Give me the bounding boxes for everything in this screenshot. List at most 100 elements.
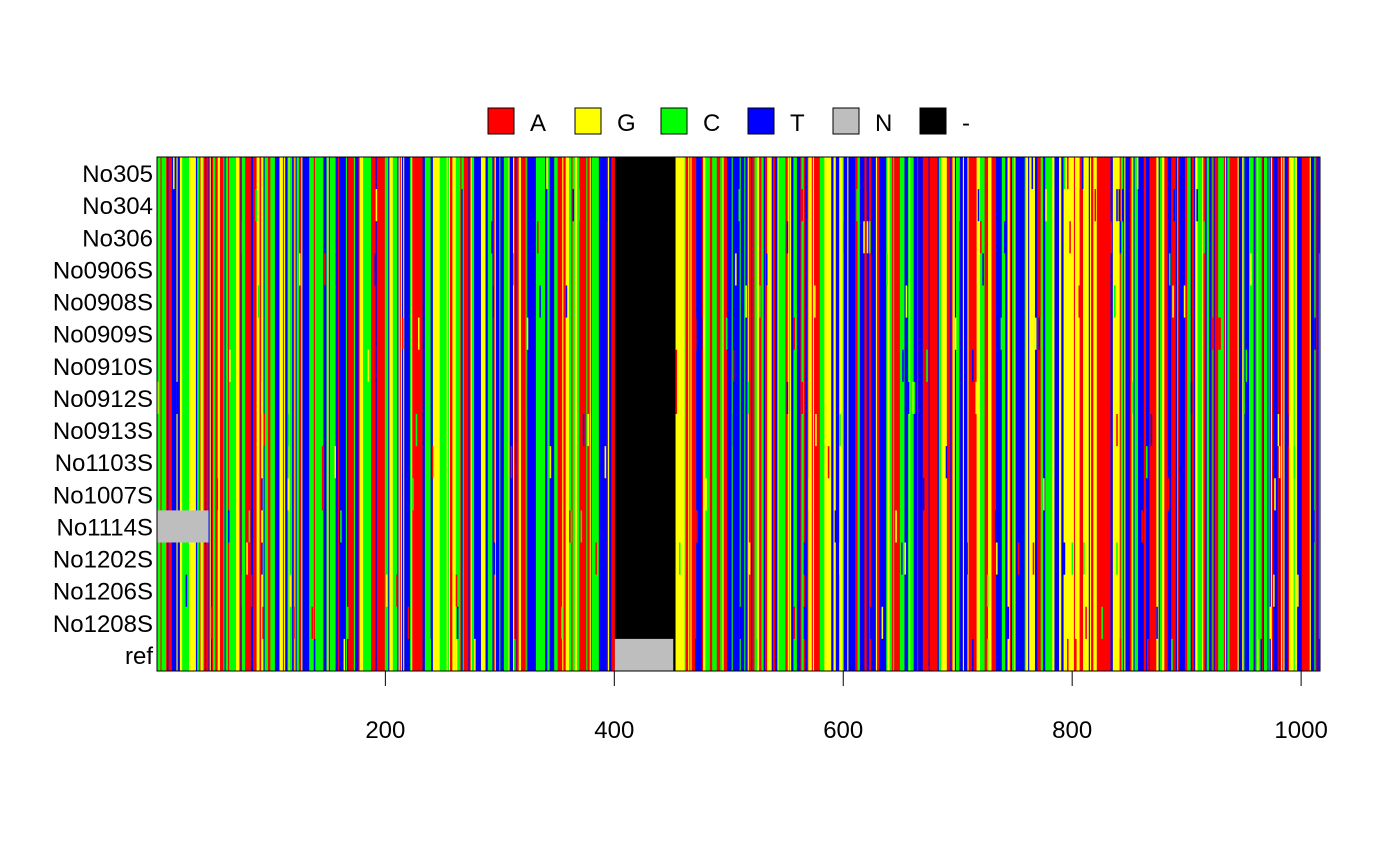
base-column xyxy=(859,157,862,671)
base-column xyxy=(262,157,264,671)
variant-cell xyxy=(342,414,344,447)
base-column xyxy=(1204,157,1206,671)
base-column xyxy=(765,157,768,671)
base-column xyxy=(909,157,911,671)
base-column xyxy=(1292,157,1295,671)
base-column xyxy=(174,157,176,671)
base-column xyxy=(673,157,675,671)
base-column xyxy=(1234,157,1236,671)
variant-cell xyxy=(912,381,915,414)
row-label: ref xyxy=(125,643,153,670)
base-column xyxy=(588,157,591,671)
base-column xyxy=(474,157,476,671)
base-column xyxy=(1172,157,1174,671)
base-column xyxy=(1218,157,1220,671)
variant-cell xyxy=(1069,221,1071,254)
variant-cell xyxy=(695,317,697,350)
x-tick-label: 200 xyxy=(365,717,405,744)
base-column xyxy=(736,157,738,671)
base-column xyxy=(1227,157,1229,671)
base-column xyxy=(634,157,636,671)
base-column xyxy=(1020,157,1022,671)
base-column xyxy=(616,157,618,671)
base-column xyxy=(486,157,489,671)
variant-cell xyxy=(490,638,492,671)
base-column xyxy=(1229,157,1232,671)
variant-cell xyxy=(1245,349,1248,382)
base-column xyxy=(970,157,973,671)
base-column xyxy=(749,157,752,671)
base-column xyxy=(753,157,755,671)
base-column xyxy=(633,157,635,671)
base-column xyxy=(500,157,502,671)
base-column xyxy=(1276,157,1279,671)
base-column xyxy=(882,157,885,671)
base-column xyxy=(1073,157,1076,671)
base-column xyxy=(1226,157,1228,671)
base-column xyxy=(399,157,402,671)
base-column xyxy=(1230,157,1233,671)
base-column xyxy=(947,157,950,671)
base-column xyxy=(763,157,766,671)
base-column xyxy=(339,157,341,671)
base-column xyxy=(605,157,608,671)
base-column xyxy=(985,157,988,671)
base-column xyxy=(1089,157,1092,671)
base-column xyxy=(446,157,449,671)
base-column xyxy=(798,157,800,671)
base-column xyxy=(1239,157,1242,671)
base-column xyxy=(431,157,434,671)
base-column xyxy=(791,157,793,671)
legend-label-2: C xyxy=(703,110,720,137)
legend-swatch-3 xyxy=(747,107,775,135)
base-column xyxy=(479,157,482,671)
base-column xyxy=(1148,157,1150,671)
base-column xyxy=(917,157,919,671)
base-column xyxy=(508,157,510,671)
base-column xyxy=(189,157,191,671)
base-column xyxy=(1108,157,1110,671)
variant-cell xyxy=(248,510,251,543)
base-column xyxy=(951,157,953,671)
base-column xyxy=(703,157,705,671)
base-column xyxy=(1313,157,1315,671)
base-column xyxy=(296,157,299,671)
base-column xyxy=(873,157,876,671)
variant-cell xyxy=(526,317,529,350)
row-label: No0910S xyxy=(53,354,153,381)
base-column xyxy=(541,157,544,671)
base-column xyxy=(1284,157,1287,671)
base-column xyxy=(515,157,517,671)
base-column xyxy=(512,157,515,671)
base-column xyxy=(622,157,625,671)
base-column xyxy=(409,157,412,671)
base-column xyxy=(1205,157,1208,671)
base-column xyxy=(648,157,650,671)
base-column xyxy=(493,157,496,671)
variant-cell xyxy=(808,478,810,511)
base-column xyxy=(778,157,781,671)
variant-cell xyxy=(839,414,841,447)
base-column xyxy=(1237,157,1240,671)
base-column xyxy=(1309,157,1312,671)
base-column xyxy=(229,157,231,671)
base-column xyxy=(880,157,882,671)
base-column xyxy=(1244,157,1246,671)
base-column xyxy=(484,157,486,671)
base-column xyxy=(960,157,963,671)
base-column xyxy=(856,157,858,671)
base-column xyxy=(414,157,417,671)
base-column xyxy=(537,157,539,671)
base-column xyxy=(785,157,787,671)
variant-cell xyxy=(866,221,869,254)
base-column xyxy=(832,157,834,671)
variant-cell xyxy=(1277,414,1280,447)
base-column xyxy=(1236,157,1238,671)
base-column xyxy=(361,157,364,671)
variant-cell xyxy=(966,542,968,575)
base-column xyxy=(302,157,304,671)
variant-cell xyxy=(474,638,476,671)
legend-label-4: N xyxy=(875,110,892,137)
variant-cell xyxy=(1079,189,1082,222)
variant-cell xyxy=(1110,221,1113,254)
